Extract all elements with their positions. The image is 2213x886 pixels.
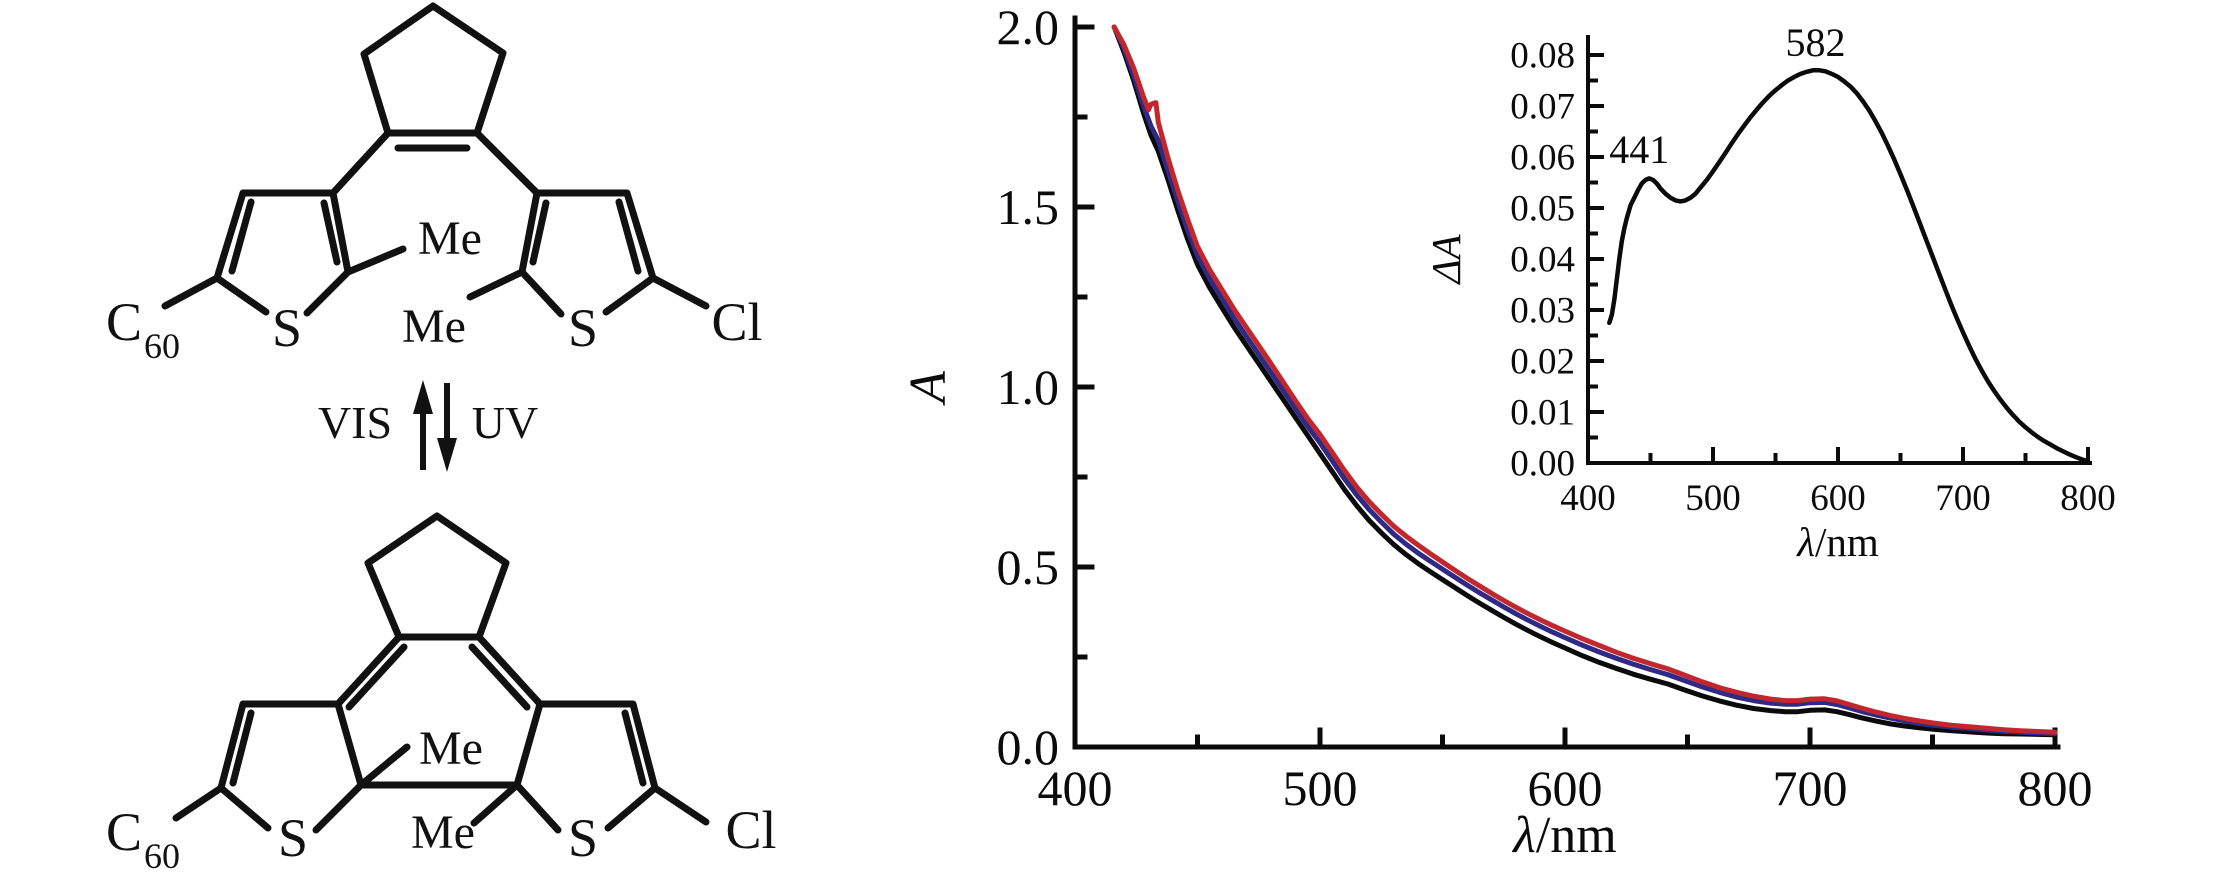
sulfur-left-label-open: S xyxy=(272,298,302,358)
methyl-lower-label-open: Me xyxy=(402,300,466,353)
chloro-label-closed: Cl xyxy=(725,800,776,860)
reaction-scheme: C 60 S Me Me S Cl VIS UV C 60 S Me Me S xyxy=(106,2,777,876)
y-tick-label: 0.00 xyxy=(1510,444,1575,485)
sulfur-right-label-open: S xyxy=(568,298,598,358)
difference-spectrum-inset-chart: 400 500 600 700 800 0.00 0.01 0.02 0.03 0.04 0.05 0… xyxy=(1423,20,2116,565)
x-tick-label: 600 xyxy=(1528,760,1603,816)
y-tick-label: 0.05 xyxy=(1510,189,1575,230)
bond-skeleton xyxy=(161,2,710,318)
y-tick-label: 0.08 xyxy=(1510,36,1575,77)
chloro-label-open: Cl xyxy=(711,292,762,352)
c60-subscript-closed: 60 xyxy=(144,836,180,876)
x-tick-label: 400 xyxy=(1038,760,1113,816)
y-tick-label: 0.01 xyxy=(1510,393,1575,434)
x-tick-label: 800 xyxy=(2018,760,2093,816)
y-tick-label: 1.0 xyxy=(997,359,1060,415)
series-difference-spectrum xyxy=(1607,68,2091,464)
series-spectrum-black xyxy=(1111,24,2058,738)
absorption-spectrum-chart: 400 500 600 700 800 0.0 0.5 1.0 1.5 2.0 λ/nm A xyxy=(900,0,2093,864)
x-axis-title: λ/nm xyxy=(1796,519,1879,565)
x-tick-label: 800 xyxy=(2060,478,2116,519)
methyl-lower-label-closed: Me xyxy=(411,806,475,859)
x-tick-label: 400 xyxy=(1560,478,1616,519)
peak-annotation: 582 xyxy=(1786,20,1846,65)
y-tick-label: 0.02 xyxy=(1510,342,1575,383)
double-bond-lines xyxy=(228,144,642,275)
x-tick-label: 700 xyxy=(1773,760,1848,816)
y-tick-label: 0.5 xyxy=(997,539,1060,595)
photoisomerization-arrows: VIS UV xyxy=(318,380,538,472)
vis-label: VIS xyxy=(318,397,392,448)
y-tick-label: 1.5 xyxy=(997,179,1060,235)
peak-annotation: 441 xyxy=(1609,127,1669,172)
series-spectrum-blue xyxy=(1111,24,2058,737)
y-axis-title: A xyxy=(900,371,957,406)
closed-form-structure: C 60 S Me Me S Cl xyxy=(106,512,777,876)
x-tick-label: 700 xyxy=(1935,478,1991,519)
x-axis-title: λ/nm xyxy=(1511,807,1616,864)
c60-label-closed: C xyxy=(106,802,142,862)
y-tick-label: 0.04 xyxy=(1510,240,1575,281)
double-bond-lines xyxy=(229,643,647,787)
c60-subscript-open: 60 xyxy=(144,326,180,366)
c60-label-open: C xyxy=(106,292,142,352)
uv-label: UV xyxy=(472,397,538,448)
x-tick-label: 500 xyxy=(1685,478,1741,519)
open-form-structure: C 60 S Me Me S Cl xyxy=(106,2,763,366)
methyl-upper-label-closed: Me xyxy=(419,722,483,775)
down-arrow-head-icon xyxy=(437,438,457,472)
y-tick-label: 2.0 xyxy=(997,0,1060,55)
x-tick-label: 500 xyxy=(1283,760,1358,816)
y-tick-label: 0.07 xyxy=(1510,87,1575,128)
sulfur-left-label-closed: S xyxy=(278,808,308,868)
up-arrow-head-icon xyxy=(413,380,433,414)
methyl-upper-label-open: Me xyxy=(418,212,482,265)
y-tick-label: 0.06 xyxy=(1510,138,1575,179)
x-tick-label: 600 xyxy=(1810,478,1866,519)
sulfur-right-label-closed: S xyxy=(568,808,598,868)
bond-skeleton xyxy=(172,512,710,834)
series-spectrum-red xyxy=(1111,24,2058,735)
y-tick-label: 0.03 xyxy=(1510,291,1575,332)
y-tick-label: 0.0 xyxy=(997,719,1060,775)
y-axis-title: ΔA xyxy=(1423,233,1469,285)
